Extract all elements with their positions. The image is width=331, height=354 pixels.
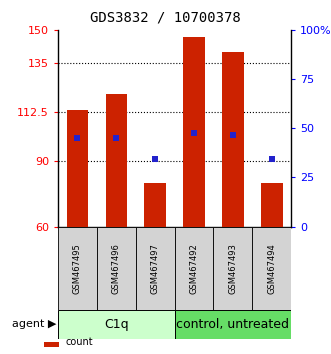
Text: GSM467497: GSM467497 [151, 243, 160, 293]
Bar [58, 227, 97, 310]
Text: C1q: C1q [104, 318, 128, 331]
Bar [144, 183, 166, 227]
Bar [67, 110, 88, 227]
Bar [97, 227, 136, 310]
Text: control, untreated: control, untreated [176, 318, 289, 331]
Bar [252, 227, 291, 310]
Bar [175, 227, 213, 310]
Text: GSM467492: GSM467492 [190, 243, 199, 293]
Text: agent ▶: agent ▶ [12, 319, 56, 329]
Bar [58, 310, 175, 339]
Bar [213, 227, 252, 310]
Bar [222, 52, 244, 227]
Bar [106, 95, 127, 227]
Bar [44, 336, 59, 347]
Bar [175, 310, 291, 339]
Bar [183, 37, 205, 227]
Text: GSM467496: GSM467496 [112, 243, 121, 293]
Text: GSM467495: GSM467495 [73, 243, 82, 293]
Text: count: count [65, 337, 93, 347]
Text: GDS3832 / 10700378: GDS3832 / 10700378 [90, 11, 241, 25]
Bar [136, 227, 174, 310]
Bar [261, 183, 283, 227]
Text: GSM467493: GSM467493 [228, 243, 237, 293]
Text: GSM467494: GSM467494 [267, 243, 276, 293]
